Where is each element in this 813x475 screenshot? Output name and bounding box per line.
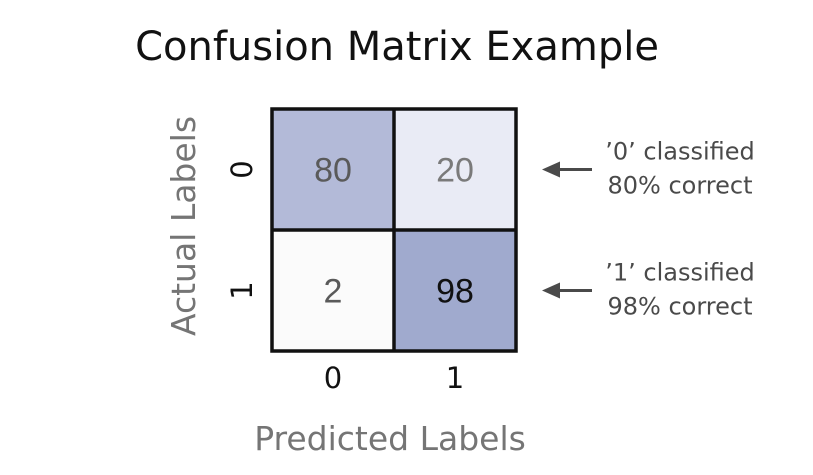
y-tick-label-1: 1	[225, 281, 259, 299]
matrix-values: 80 20 2 98	[314, 152, 474, 311]
cell-value-0-1: 20	[436, 152, 474, 190]
matrix-cells	[272, 109, 516, 351]
matrix-cell-1-0	[272, 230, 394, 351]
row-annotations: ’0’ classified 80% correct ’1’ classified 9…	[542, 138, 755, 321]
chart-title: Confusion Matrix Example	[135, 24, 659, 70]
annotation-arrow-head-0	[542, 161, 560, 178]
y-tick-labels: 01	[225, 160, 259, 299]
annotation-text-0-line-1: ’0’ classified	[605, 138, 755, 166]
matrix-cell-1-1	[394, 230, 516, 351]
matrix-grid	[270, 107, 518, 353]
annotation-text-0-line-2: 80% correct	[607, 172, 752, 200]
annotation-text-1-line-2: 98% correct	[607, 293, 752, 321]
x-tick-label-1: 1	[446, 361, 464, 395]
x-tick-label-0: 0	[324, 361, 342, 395]
matrix-cell-0-0	[272, 109, 394, 230]
x-axis-label: Predicted Labels	[254, 419, 526, 458]
annotation-text-1-line-1: ’1’ classified	[605, 259, 755, 287]
annotation-arrow-head-1	[542, 282, 560, 299]
cell-value-1-1: 98	[436, 273, 474, 311]
y-axis-label: Actual Labels	[164, 116, 203, 336]
matrix-cell-0-1	[394, 109, 516, 230]
cell-value-1-0: 2	[324, 273, 343, 311]
cell-value-0-0: 80	[314, 152, 352, 190]
y-tick-label-0: 0	[225, 160, 259, 178]
